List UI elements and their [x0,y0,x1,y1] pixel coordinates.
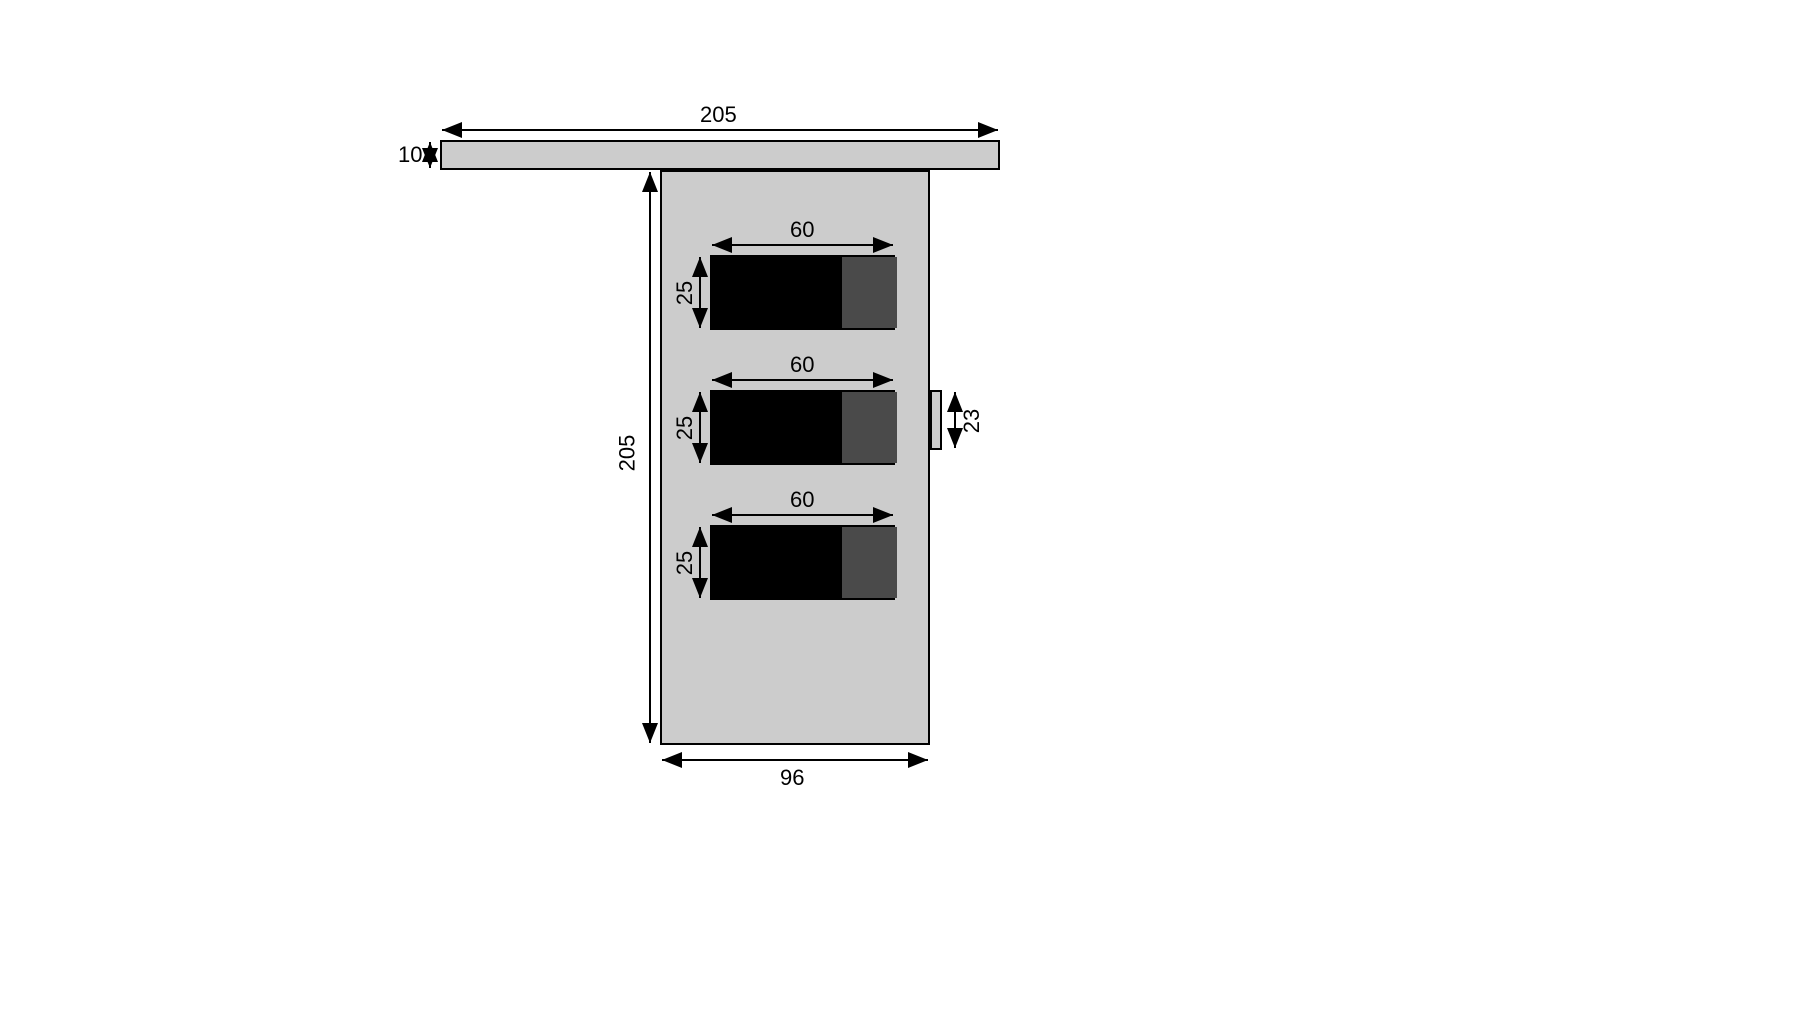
dim-panel2-width: 60 [790,352,814,378]
dim-panel1-height: 25 [672,281,698,305]
dim-rail-width: 205 [700,102,737,128]
door-diagram: 205 10 205 96 60 25 60 25 60 25 23 [420,100,1020,860]
glass-panel-3 [710,525,895,600]
door-handle [930,390,942,450]
dim-panel3-width: 60 [790,487,814,513]
glass-panel-2 [710,390,895,465]
dim-handle-height: 23 [959,409,985,433]
dim-panel3-height: 25 [672,551,698,575]
dim-panel2-height: 25 [672,416,698,440]
dim-door-width: 96 [780,765,804,791]
dim-panel1-width: 60 [790,217,814,243]
dim-door-height: 205 [614,435,640,472]
glass-panel-1 [710,255,895,330]
top-rail [440,140,1000,170]
dim-rail-height: 10 [398,142,422,168]
